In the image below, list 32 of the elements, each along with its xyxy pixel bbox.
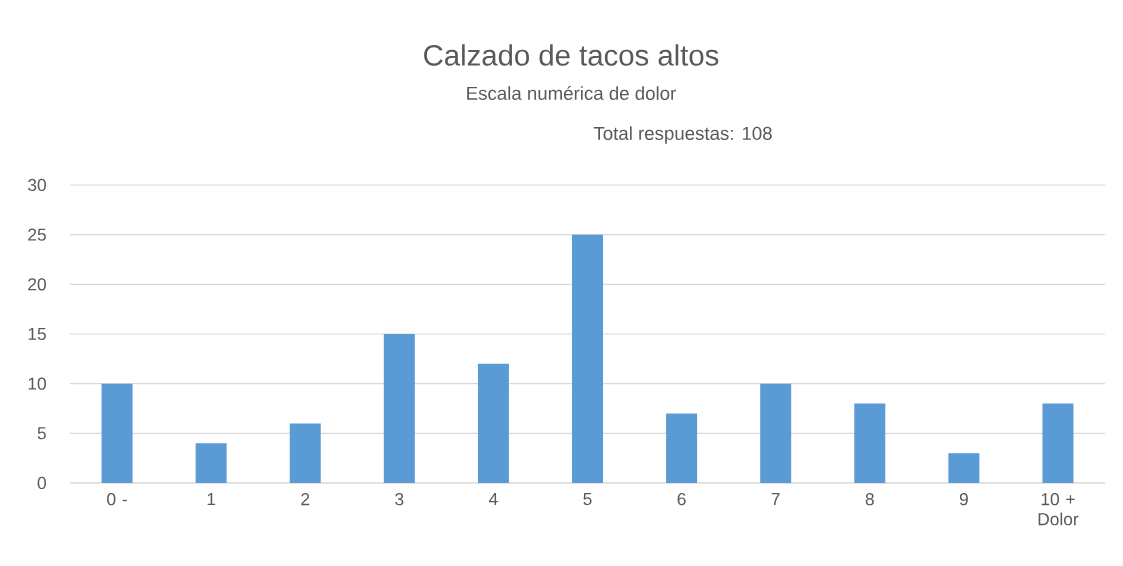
y-tick-label: 10 — [28, 377, 46, 390]
bar — [760, 383, 792, 483]
x-tick-label: 9 — [959, 493, 968, 506]
x-tick-label: 2 — [301, 493, 310, 506]
bar — [854, 403, 886, 483]
x-tick-label: 10 + Dolor — [1038, 493, 1079, 526]
bar — [666, 413, 698, 483]
y-tick-label: 30 — [28, 178, 46, 192]
y-tick-label: 25 — [28, 228, 46, 241]
bar — [477, 363, 509, 483]
bar — [1042, 403, 1074, 483]
y-tick-label: 0 — [37, 476, 46, 490]
y-tick-label: 5 — [37, 427, 46, 440]
x-tick-label: 4 — [488, 493, 498, 505]
x-tick-label: 0 - — [107, 493, 127, 506]
bar — [195, 443, 227, 483]
bar — [101, 383, 133, 483]
x-tick-label: 3 — [395, 493, 404, 506]
y-tick-label: 20 — [28, 278, 46, 291]
text: Total respuestas: 108 — [593, 126, 772, 144]
bar — [383, 333, 415, 483]
x-tick-label: 8 — [865, 493, 874, 506]
bar — [572, 234, 604, 483]
chart-title: Calzado de tacos altos — [424, 44, 719, 66]
x-tick-label: 1 — [207, 493, 216, 505]
x-tick-label: 7 — [771, 493, 780, 505]
chart-subtitle: Escala numérica de dolor — [467, 86, 676, 100]
bar — [289, 423, 321, 483]
x-tick-label: 6 — [677, 493, 686, 506]
bar — [948, 453, 980, 483]
x-tick-label: 5 — [583, 493, 592, 506]
y-tick-label: 15 — [28, 327, 46, 341]
